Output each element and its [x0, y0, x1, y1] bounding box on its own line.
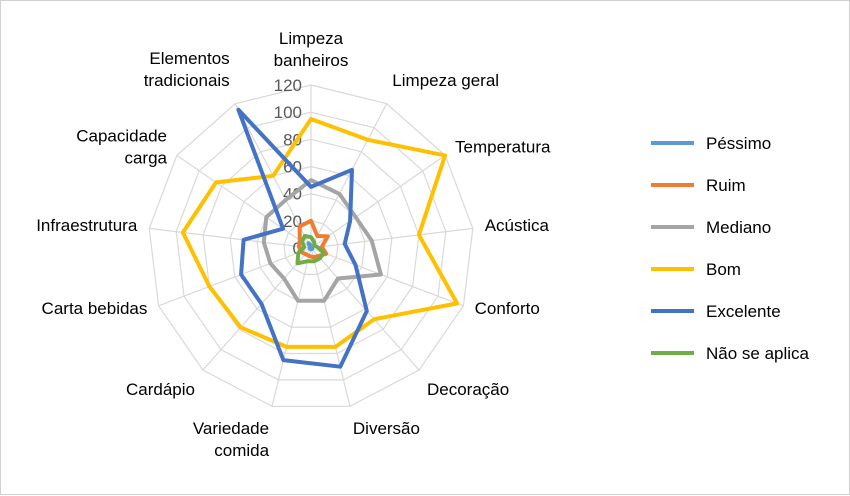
grid-spoke	[158, 247, 312, 307]
series-line-5	[295, 234, 326, 266]
tick-label: 100	[274, 103, 302, 122]
category-label: Cardápio	[126, 380, 195, 399]
series-line-0	[306, 241, 315, 252]
tick-label: 80	[283, 130, 302, 149]
series-line-2	[261, 178, 383, 303]
category-label: Conforto	[475, 299, 540, 318]
legend: Péssimo Ruim Mediano Bom Excelente Não se apl…	[651, 134, 810, 363]
category-label: Limpeza geral	[392, 71, 499, 90]
category-label: Diversão	[353, 419, 420, 438]
category-label: Acústica	[485, 216, 550, 235]
radar-grid	[148, 84, 474, 407]
grid-spoke	[310, 247, 351, 407]
series-line-1	[296, 218, 330, 260]
legend-label: Excelente	[706, 302, 781, 321]
legend-label: Mediano	[706, 218, 771, 237]
grid-spoke	[176, 154, 312, 249]
grid-spoke	[310, 227, 473, 249]
grid-ring-80	[202, 138, 420, 355]
grid-ring-100	[175, 111, 447, 381]
grid-ring-20	[283, 220, 339, 275]
grid-spoke	[149, 227, 312, 249]
grid-spoke	[271, 247, 312, 407]
series-line-4	[236, 107, 369, 369]
legend-label: Bom	[706, 260, 741, 279]
legend-label: Péssimo	[706, 134, 771, 153]
category-labels: Limpeza banheiros Limpeza geral Temperatura…	[36, 29, 551, 460]
tick-label: 20	[283, 212, 302, 231]
grid-spoke	[310, 247, 464, 307]
tick-label: 120	[274, 76, 302, 95]
grid-spoke	[202, 247, 312, 371]
grid-spoke	[310, 154, 446, 249]
grid-spoke	[310, 103, 388, 249]
category-label: Carta bebidas	[42, 299, 148, 318]
grid-ring-120	[148, 84, 474, 407]
category-label: Decoração	[427, 380, 509, 399]
series-line-3	[180, 117, 460, 349]
series-lines	[180, 107, 460, 369]
tick-label: 0	[293, 239, 302, 258]
legend-label: Ruim	[706, 176, 746, 195]
category-label: Temperatura	[455, 138, 551, 157]
category-label: Infraestrutura	[36, 216, 138, 235]
category-label: Variedade comida	[193, 419, 270, 460]
category-label: Limpeza banheiros	[274, 29, 349, 70]
legend-label: Não se aplica	[706, 344, 810, 363]
category-label: Elementos tradicionais	[144, 49, 230, 90]
category-label: Capacidade carga	[76, 127, 167, 168]
grid-ring-60	[229, 165, 393, 328]
